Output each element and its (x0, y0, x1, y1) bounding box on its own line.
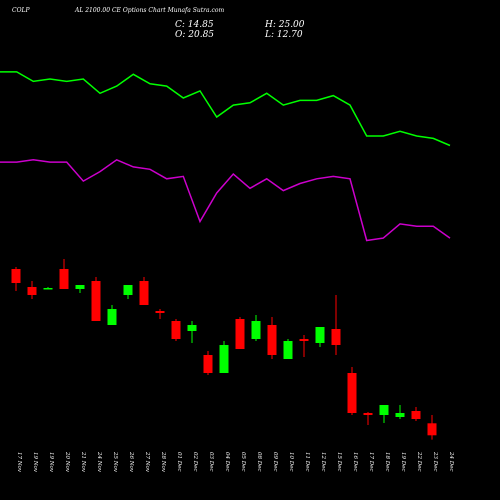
ticker-label: COLP (12, 7, 30, 14)
x-tick-label: 12 Dec (320, 452, 326, 472)
candle-body-up (187, 325, 197, 331)
candle-body-down (91, 281, 101, 321)
candle (251, 315, 261, 341)
candle (27, 281, 37, 299)
candle (75, 285, 85, 293)
candle-body-down (203, 355, 213, 373)
candle-body-down (363, 413, 373, 415)
candle (411, 407, 421, 421)
x-tick-label: 20 Nov (64, 451, 70, 473)
candles (11, 259, 437, 440)
x-tick-label: 16 Dec (352, 452, 358, 472)
indicator-lines (0, 71, 451, 242)
candle (107, 305, 117, 325)
candle-body-down (411, 411, 421, 419)
x-tick-label: 17 Dec (368, 452, 374, 472)
x-axis-labels: 17 Nov 19 Nov 19 Nov 20 Nov 21 Nov 24 Nov 25 N… (16, 451, 454, 473)
low-value: L: 12.70 (265, 30, 303, 40)
candle-body-down (139, 281, 149, 305)
candle-body-up (395, 413, 405, 417)
candle (91, 277, 101, 321)
x-tick-label: 05 Dec (240, 452, 246, 472)
candle-body-down (299, 339, 309, 341)
candle-body-down (267, 325, 277, 355)
candle (219, 341, 229, 373)
candle-body-down (27, 287, 37, 295)
candle (171, 319, 181, 341)
candle (379, 405, 389, 423)
x-tick-label: 02 Dec (192, 452, 198, 472)
candle-body-down (235, 319, 245, 349)
candle-body-down (155, 311, 165, 313)
close-value: C: 14.85 (175, 20, 214, 30)
x-tick-label: 21 Nov (80, 451, 86, 473)
x-tick-label: 04 Dec (224, 452, 230, 472)
x-tick-label: 24 Nov (96, 451, 102, 473)
candle-body-up (315, 327, 325, 343)
x-tick-label: 08 Dec (256, 452, 262, 472)
candle (347, 367, 357, 415)
candle-body-down (347, 373, 357, 413)
candle (283, 339, 293, 359)
x-tick-label: 17 Nov (16, 452, 22, 473)
high-value: H: 25.00 (265, 20, 305, 30)
x-tick-label: 18 Dec (384, 452, 390, 472)
x-tick-label: 09 Dec (272, 452, 278, 472)
candle-body-up (379, 405, 389, 415)
x-tick-label: 01 Dec (176, 452, 182, 472)
candle (59, 259, 69, 289)
candle (427, 415, 437, 440)
series-line-1 (0, 71, 451, 147)
candle-body-up (43, 288, 53, 290)
candle-body-up (75, 285, 85, 289)
x-tick-label: 15 Dec (336, 452, 342, 472)
candle (139, 277, 149, 305)
x-tick-label: 28 Nov (160, 451, 166, 473)
candle (155, 309, 165, 319)
candle (11, 267, 21, 291)
candle-body-up (107, 309, 117, 325)
x-tick-label: 22 Dec (416, 451, 422, 472)
candle (331, 295, 341, 355)
candle-body-down (11, 269, 21, 283)
candle (43, 287, 53, 290)
open-value: O: 20.85 (175, 30, 215, 40)
x-tick-label: 27 Nov (144, 451, 150, 473)
candle (315, 327, 325, 347)
candle (363, 412, 373, 425)
candle-body-down (59, 269, 69, 289)
x-tick-label: 03 Dec (208, 452, 214, 472)
candle-body-up (219, 345, 229, 373)
x-tick-label: 26 Nov (128, 451, 134, 473)
candle (203, 351, 213, 375)
candle (123, 285, 133, 299)
candle-body-down (171, 321, 181, 339)
candle-body-down (427, 423, 437, 436)
x-tick-label: 11 Dec (304, 452, 310, 472)
x-tick-label: 19 Dec (400, 452, 406, 472)
candle-body-down (331, 329, 341, 345)
candle (187, 321, 197, 343)
x-tick-label: 19 Nov (32, 452, 38, 473)
candle-body-up (123, 285, 133, 295)
x-tick-label: 23 Dec (432, 451, 438, 472)
candle (299, 335, 309, 357)
x-tick-label: 24 Dec (448, 451, 454, 472)
x-tick-label: 25 Nov (112, 451, 118, 473)
candle (395, 405, 405, 419)
x-tick-label: 10 Dec (288, 452, 294, 472)
candle-body-up (283, 341, 293, 359)
x-tick-label: 19 Nov (48, 452, 54, 473)
candle (267, 317, 277, 359)
candle-body-up (251, 321, 261, 339)
chart-subtitle: AL 2100.00 CE Options Chart Munafa Sutra… (75, 7, 225, 14)
series-line-2 (0, 158, 451, 242)
candle (235, 317, 245, 349)
